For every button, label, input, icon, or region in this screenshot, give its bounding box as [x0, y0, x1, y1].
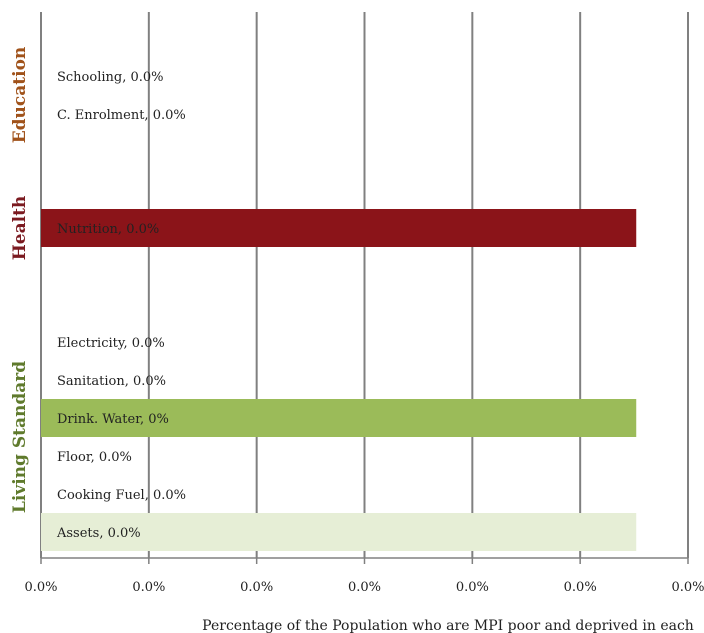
- bar: [41, 209, 637, 247]
- x-axis-title: Percentage of the Population who are MPI…: [202, 618, 694, 633]
- bar-label: Drink. Water, 0%: [57, 412, 169, 427]
- bar-label: Nutrition, 0.0%: [57, 222, 159, 237]
- bar-label: Cooking Fuel, 0.0%: [57, 488, 186, 503]
- x-tick-label: 0.0%: [671, 580, 704, 595]
- bars: [41, 209, 637, 551]
- group-label: Education: [10, 47, 30, 144]
- group-labels: Education Health Living Standard: [10, 47, 30, 513]
- x-tick-label: 0.0%: [564, 580, 597, 595]
- bar-label: Schooling, 0.0%: [57, 70, 164, 85]
- bar-label: Sanitation, 0.0%: [57, 374, 166, 389]
- bar-labels: Schooling, 0.0% C. Enrolment, 0.0% Nutriti…: [56, 70, 186, 541]
- x-tick-label: 0.0%: [24, 580, 57, 595]
- bar-label: Assets, 0.0%: [56, 526, 141, 541]
- x-tick-label: 0.0%: [348, 580, 381, 595]
- x-tick-label: 0.0%: [132, 580, 165, 595]
- x-axis: 0.0% 0.0% 0.0% 0.0% 0.0% 0.0% 0.0%: [24, 557, 704, 595]
- bar-label: Floor, 0.0%: [57, 450, 132, 465]
- bar-label: Electricity, 0.0%: [57, 336, 165, 351]
- group-label: Living Standard: [10, 361, 30, 513]
- bar-label: C. Enrolment, 0.0%: [57, 108, 186, 123]
- vertical-gridlines: [40, 12, 689, 558]
- bar: [41, 399, 637, 437]
- group-label: Health: [10, 196, 30, 261]
- x-tick-label: 0.0%: [240, 580, 273, 595]
- bar: [41, 513, 637, 551]
- x-tick-label: 0.0%: [456, 580, 489, 595]
